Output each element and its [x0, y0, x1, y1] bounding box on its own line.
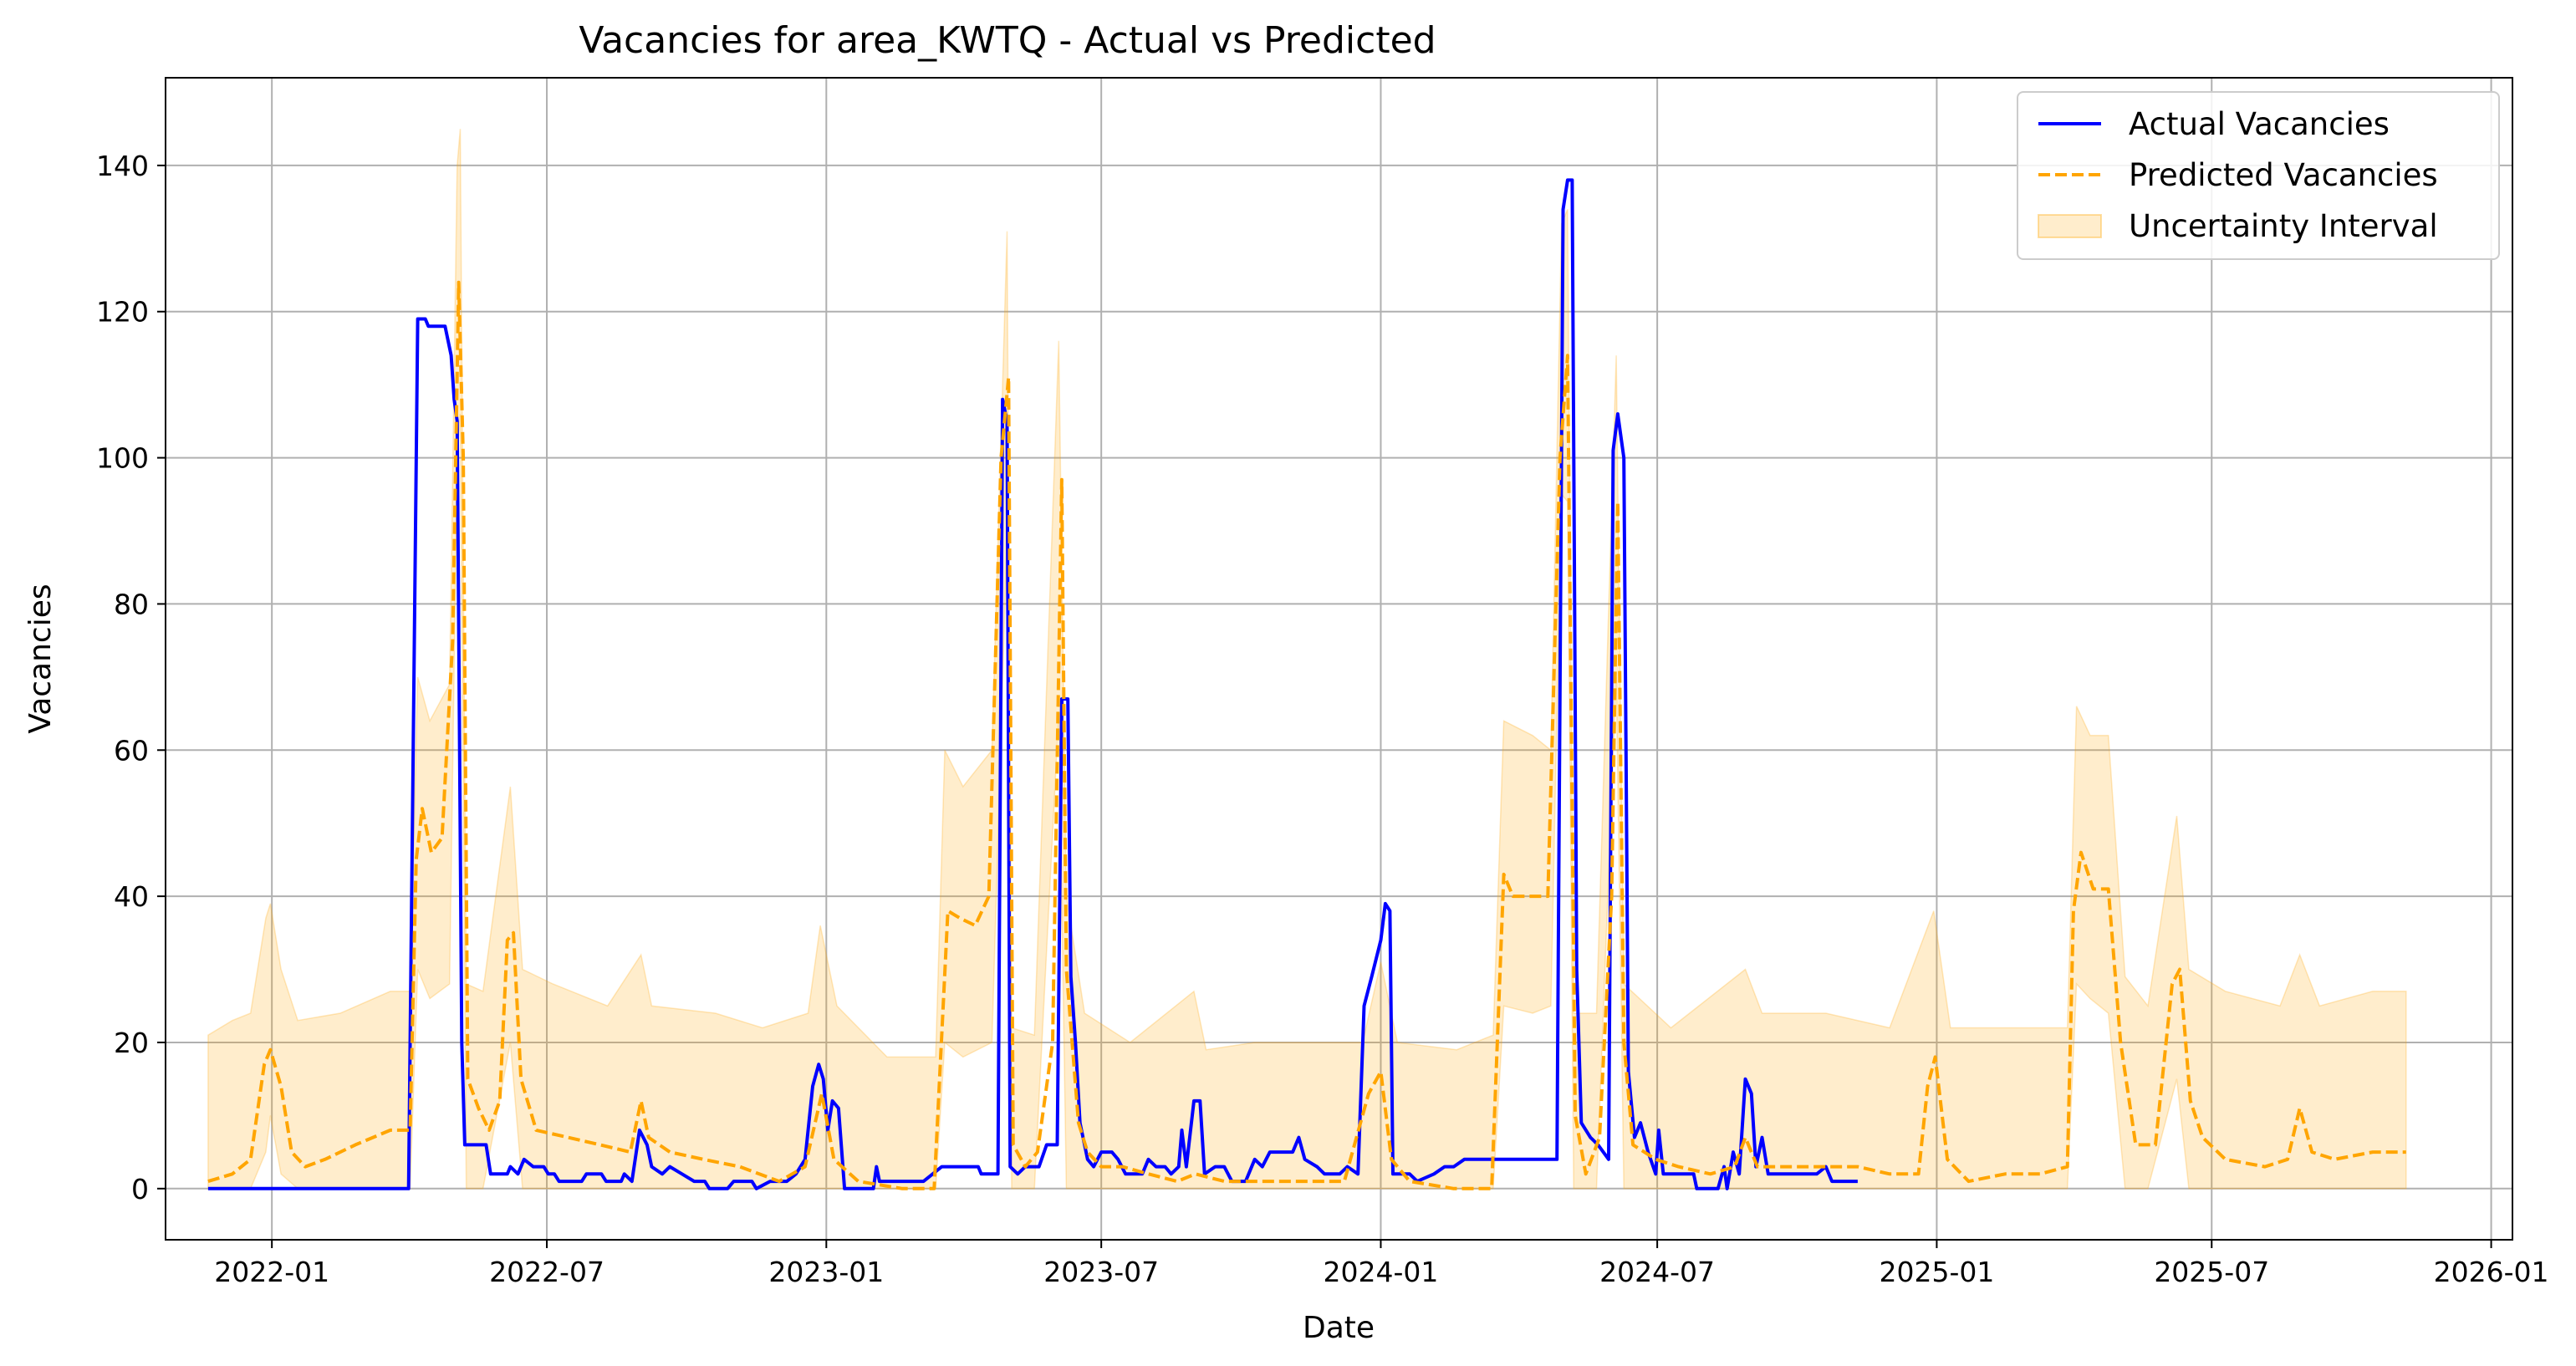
x-tick-label: 2023-07 [1043, 1256, 1159, 1288]
x-axis: 2022-01 2022-07 2023-01 2023-07 2024-01 2024-… [214, 1240, 2549, 1288]
x-tick-label: 2026-01 [2434, 1256, 2549, 1288]
y-tick-label: 0 [131, 1173, 149, 1205]
x-tick-label: 2022-07 [489, 1256, 604, 1288]
x-tick-label: 2022-01 [214, 1256, 329, 1288]
actual-vacancies-line [207, 178, 1858, 1190]
legend-band-label: Uncertainty Interval [2129, 208, 2438, 244]
y-tick-label: 140 [96, 150, 149, 182]
actual-series-layer [207, 178, 1858, 1190]
x-tick-label: 2025-07 [2154, 1256, 2269, 1288]
y-axis-label: Vacancies [23, 584, 58, 733]
x-axis-label: Date [1303, 1311, 1375, 1345]
legend-actual-label: Actual Vacancies [2129, 106, 2390, 142]
uncertainty-band [207, 129, 2407, 1190]
predicted-series-layer [207, 280, 2406, 1190]
plot-frame [165, 77, 2513, 1241]
y-tick-label: 60 [114, 734, 149, 767]
x-tick-label: 2024-07 [1599, 1256, 1715, 1288]
y-tick-label: 40 [114, 880, 149, 913]
x-tick-label: 2024-01 [1324, 1256, 1439, 1288]
y-tick-label: 100 [96, 442, 149, 475]
chart-title: Vacancies for area_KWTQ - Actual vs Pred… [579, 19, 1436, 62]
y-tick-label: 120 [96, 296, 149, 329]
predicted-vacancies-line [207, 280, 2406, 1190]
x-tick-label: 2025-01 [1879, 1256, 1994, 1288]
y-tick-label: 20 [114, 1027, 149, 1059]
uncertainty-band-layer [207, 129, 2407, 1190]
legend-predicted-label: Predicted Vacancies [2129, 157, 2438, 193]
legend: Actual Vacancies Predicted Vacancies Unc… [2017, 91, 2500, 260]
x-tick-label: 2023-01 [768, 1256, 884, 1288]
legend-box [2017, 91, 2500, 260]
legend-band-swatch [2038, 214, 2102, 238]
y-axis: 0 20 40 60 80 100 120 140 [96, 150, 166, 1205]
y-tick-label: 80 [114, 588, 149, 620]
